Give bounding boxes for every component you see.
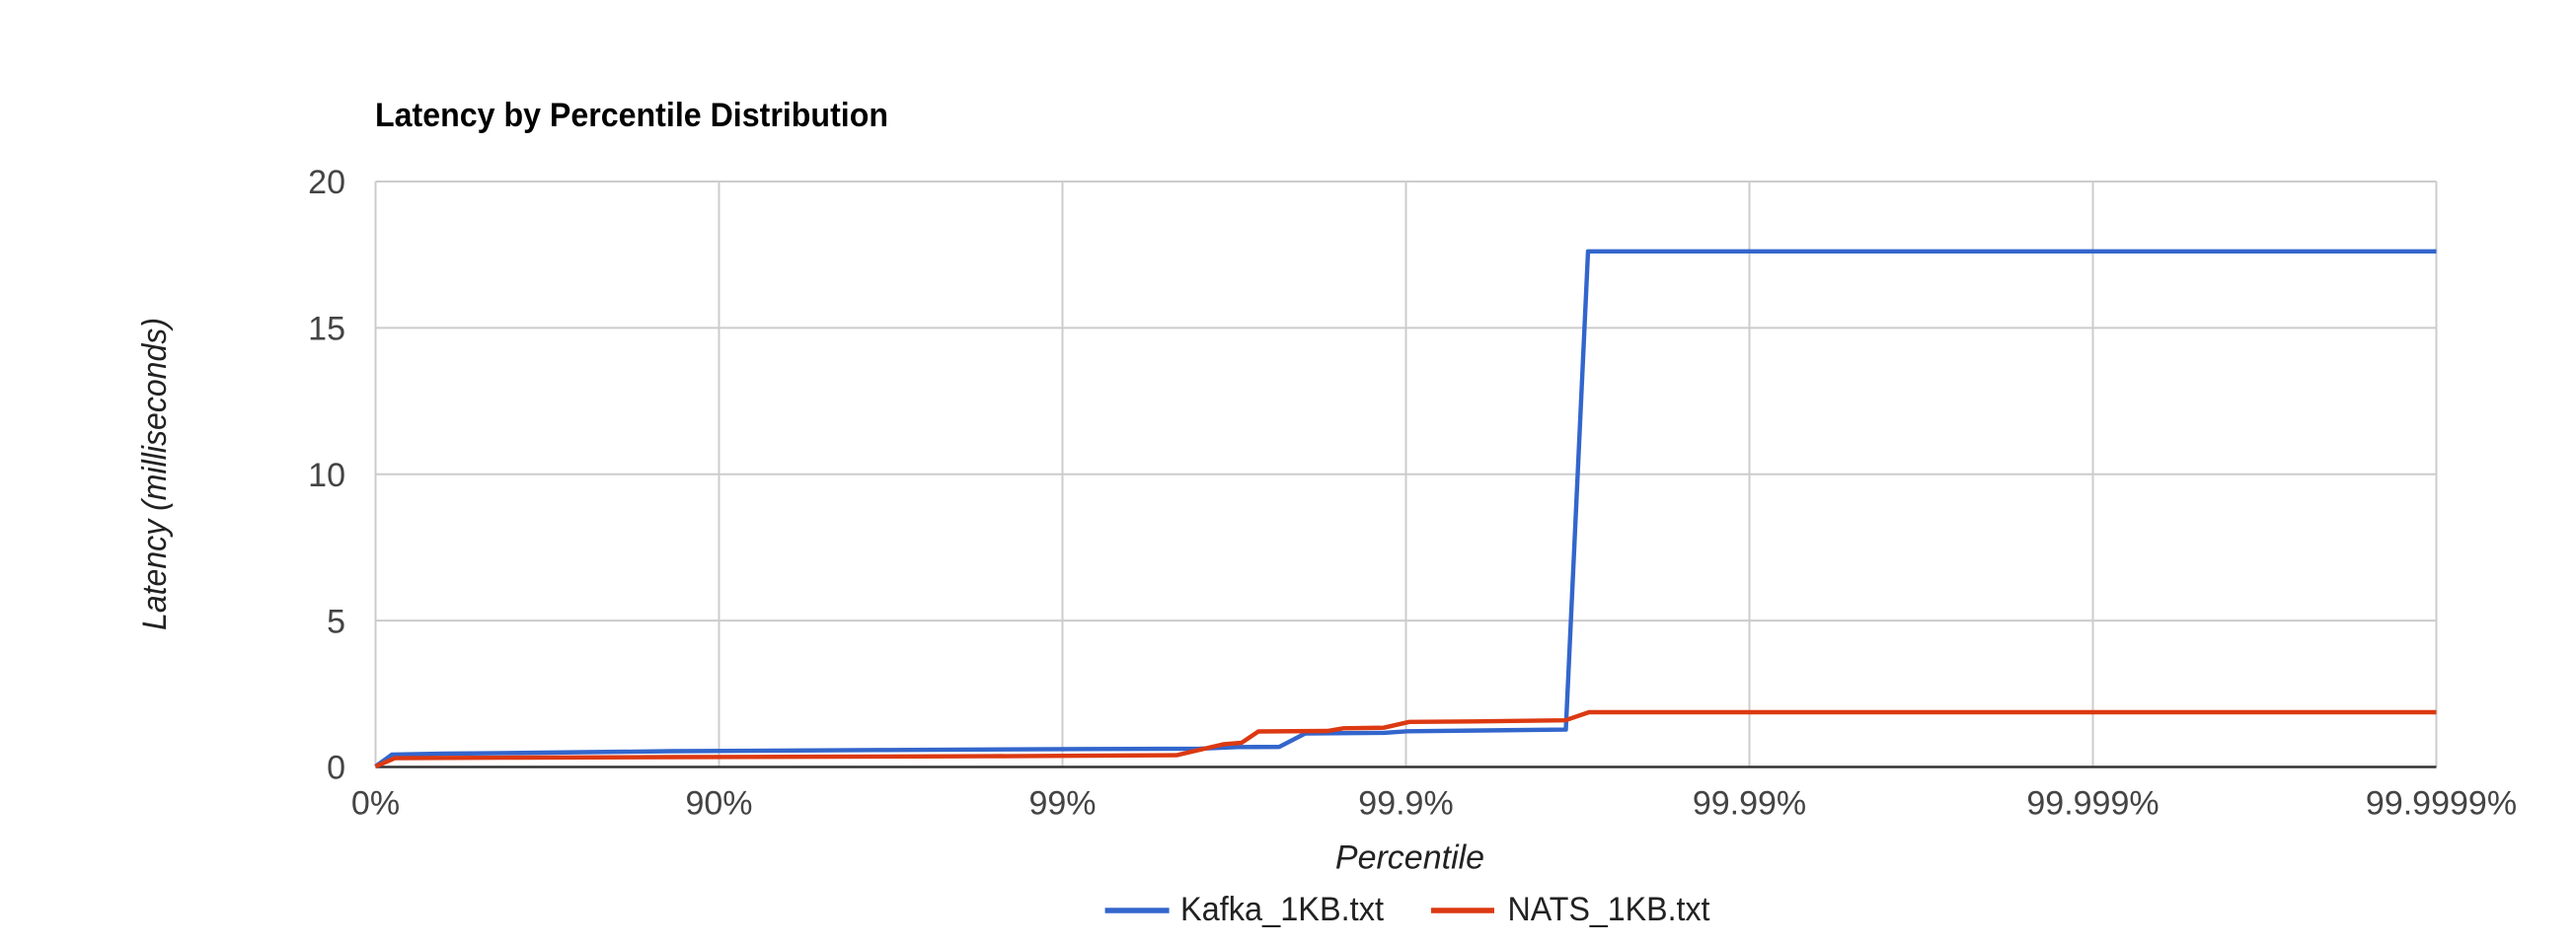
- svg-text:99.999%: 99.999%: [2026, 785, 2159, 823]
- svg-text:0: 0: [327, 750, 345, 787]
- svg-text:Latency (milliseconds): Latency (milliseconds): [136, 318, 174, 630]
- svg-text:99%: 99%: [1028, 785, 1096, 823]
- svg-text:20: 20: [308, 164, 345, 201]
- svg-text:Latency by Percentile Distribu: Latency by Percentile Distribution: [375, 97, 888, 134]
- svg-text:10: 10: [308, 457, 345, 494]
- svg-text:Percentile: Percentile: [1335, 839, 1484, 877]
- svg-text:0%: 0%: [351, 785, 400, 823]
- svg-text:Kafka_1KB.txt: Kafka_1KB.txt: [1180, 891, 1385, 928]
- svg-text:99.9%: 99.9%: [1358, 785, 1453, 823]
- svg-text:15: 15: [308, 311, 345, 348]
- svg-text:99.9999%: 99.9999%: [2366, 785, 2517, 823]
- svg-text:90%: 90%: [685, 785, 752, 823]
- svg-text:99.99%: 99.99%: [1693, 785, 1806, 823]
- svg-text:5: 5: [327, 603, 345, 640]
- svg-text:NATS_1KB.txt: NATS_1KB.txt: [1508, 891, 1711, 928]
